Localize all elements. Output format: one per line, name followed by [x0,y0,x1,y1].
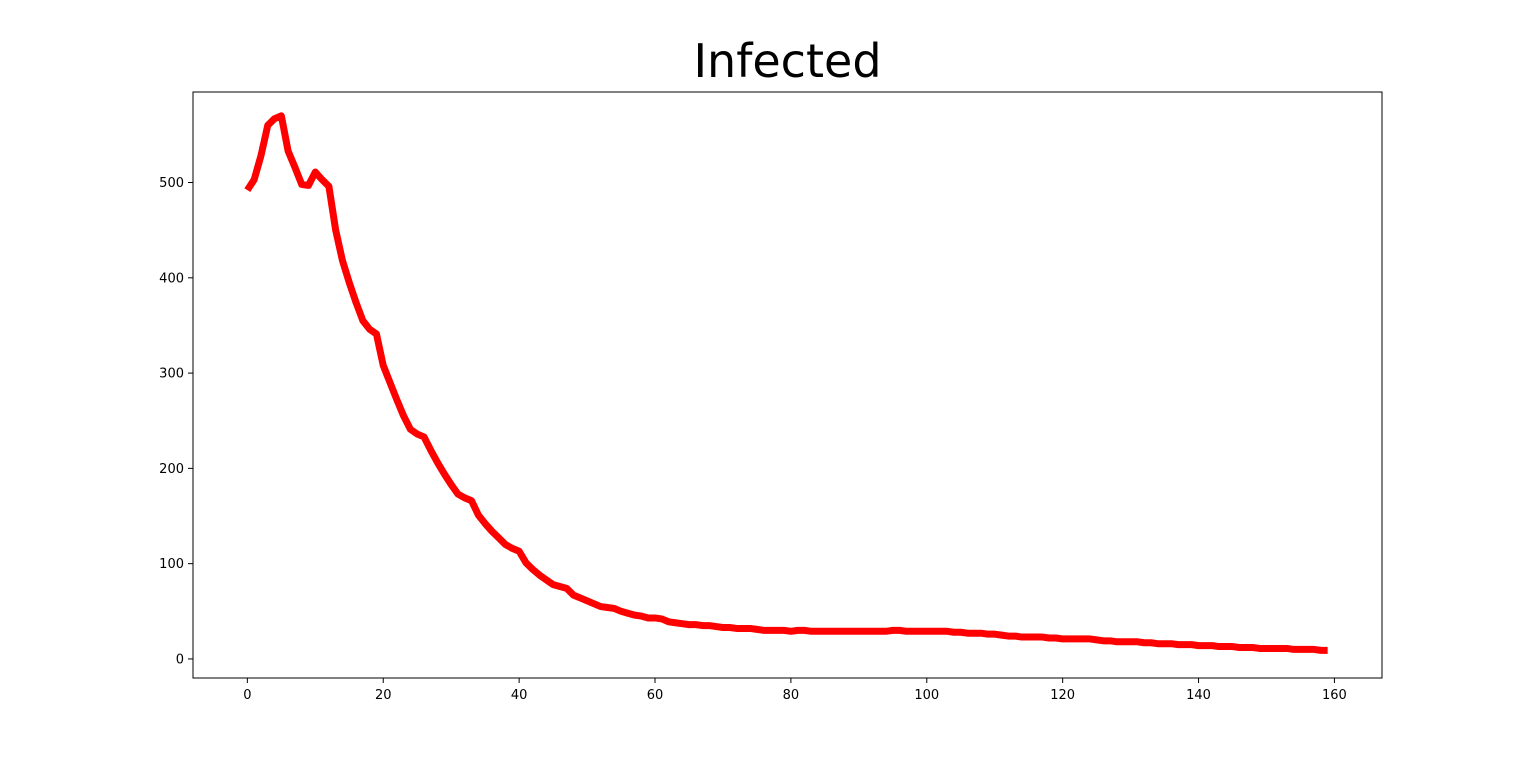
chart-title: Infected [693,34,882,88]
y-tick-label-500: 500 [159,176,184,191]
x-tick-label-20: 20 [375,688,392,703]
x-tick-label-100: 100 [914,688,939,703]
y-tick-label-200: 200 [159,462,184,477]
y-tick-label-100: 100 [159,557,184,572]
y-tick-label-0: 0 [176,652,184,667]
x-tick-label-80: 80 [783,688,800,703]
x-tick-label-140: 140 [1186,688,1211,703]
x-tick-label-160: 160 [1322,688,1347,703]
x-tick-label-60: 60 [647,688,664,703]
series-line-0 [244,112,1328,654]
x-tick-label-0: 0 [243,688,251,703]
y-tick-label-300: 300 [159,367,184,382]
x-tick-label-40: 40 [511,688,528,703]
y-tick-label-400: 400 [159,271,184,286]
x-tick-label-120: 120 [1050,688,1075,703]
plot-frame [192,91,1383,679]
